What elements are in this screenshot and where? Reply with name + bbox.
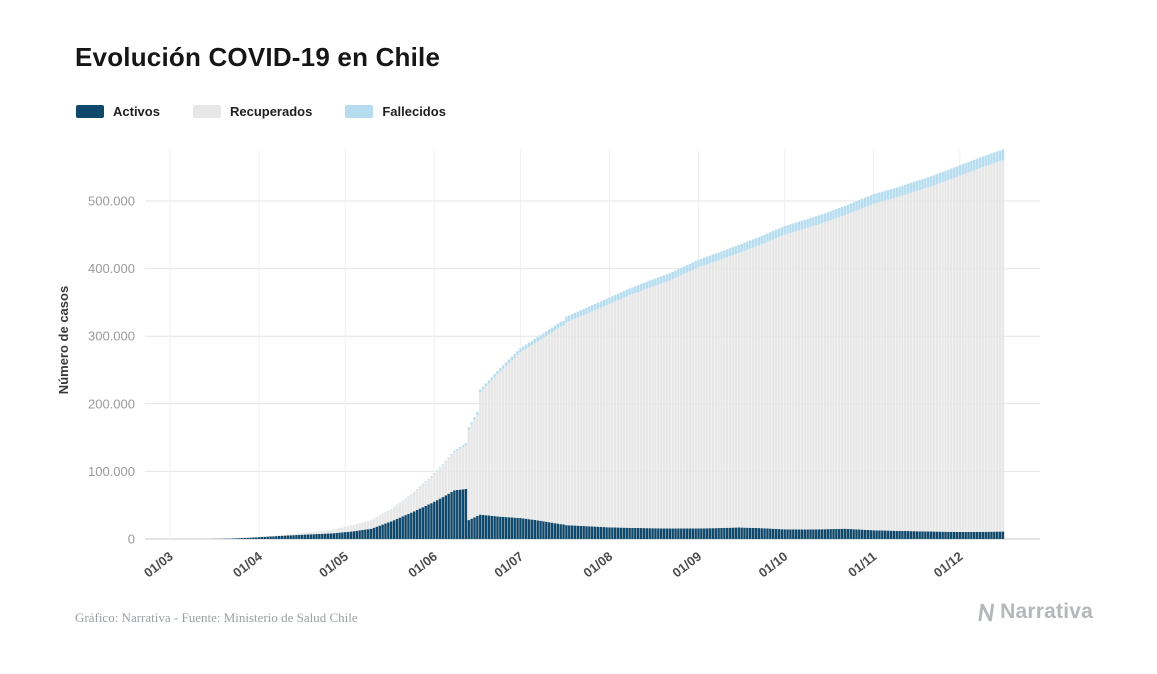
chart-title: Evolución COVID-19 en Chile xyxy=(75,42,441,72)
svg-text:01/09: 01/09 xyxy=(669,549,704,581)
brand-logo: Narrativa xyxy=(974,600,1093,624)
svg-text:01/10: 01/10 xyxy=(756,549,791,581)
brand-name: Narrativa xyxy=(1000,600,1093,623)
x-axis-labels: 01/03 01/04 01/05 01/06 01/07 01/08 01/09 01/10… xyxy=(141,548,966,580)
svg-text:300.000: 300.000 xyxy=(88,329,135,344)
svg-text:Número de casos: Número de casos xyxy=(56,286,71,394)
svg-text:500.000: 500.000 xyxy=(88,194,135,209)
legend-label-activos: Activos xyxy=(113,104,160,119)
svg-text:01/08: 01/08 xyxy=(580,549,615,581)
legend: Activos Recuperados Fallecidos xyxy=(76,104,446,119)
legend-swatch-activos xyxy=(76,105,104,118)
svg-text:01/06: 01/06 xyxy=(405,549,440,581)
svg-text:200.000: 200.000 xyxy=(88,396,135,411)
svg-text:400.000: 400.000 xyxy=(88,261,135,276)
y-axis-title: Número de casos xyxy=(56,286,71,394)
svg-text:01/04: 01/04 xyxy=(230,548,265,580)
y-axis-labels: 0 100.000 200.000 300.000 400.000 500.000 xyxy=(88,194,135,547)
bars xyxy=(209,149,1005,539)
svg-text:01/11: 01/11 xyxy=(845,549,879,580)
svg-text:100.000: 100.000 xyxy=(88,464,135,479)
svg-text:01/07: 01/07 xyxy=(491,549,526,581)
legend-label-fallecidos: Fallecidos xyxy=(382,104,446,119)
chart-credit: Gráfico: Narrativa - Fuente: Ministerio … xyxy=(75,610,358,625)
svg-text:01/12: 01/12 xyxy=(931,549,966,581)
legend-item-recuperados: Recuperados xyxy=(192,104,313,119)
legend-swatch-fallecidos xyxy=(345,105,374,118)
svg-text:01/05: 01/05 xyxy=(316,549,351,581)
svg-text:01/03: 01/03 xyxy=(141,549,176,581)
legend-item-activos: Activos xyxy=(76,104,160,119)
svg-text:0: 0 xyxy=(128,532,135,547)
legend-swatch-recuperados xyxy=(192,105,221,118)
narrativa-n-icon xyxy=(978,603,995,621)
legend-label-recuperados: Recuperados xyxy=(229,104,313,119)
legend-item-fallecidos: Fallecidos xyxy=(345,104,446,119)
